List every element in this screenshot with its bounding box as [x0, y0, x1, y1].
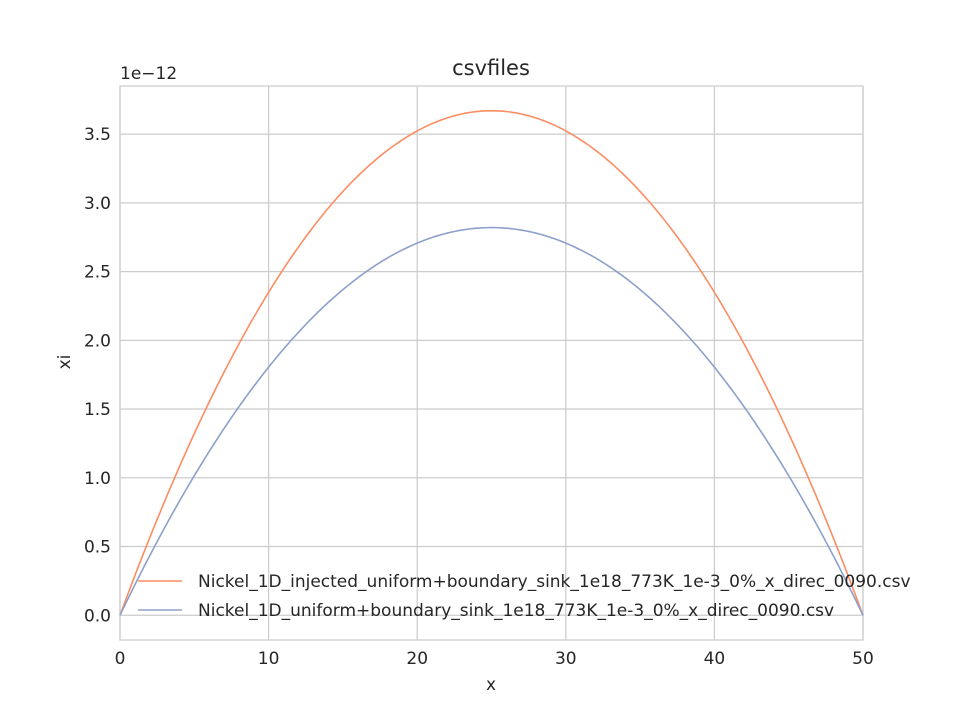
y-tick-label: 2.5	[84, 263, 111, 283]
y-tick-label: 1.0	[84, 469, 111, 489]
y-offset-label: 1e−12	[120, 64, 177, 84]
y-tick-label: 0.0	[84, 606, 111, 626]
grid	[119, 86, 864, 640]
series-line-0	[119, 109, 864, 616]
x-tick-label: 10	[258, 649, 280, 669]
legend-label-1: Nickel_1D_uniform+boundary_sink_1e18_773…	[198, 601, 834, 621]
x-tick-label: 40	[704, 649, 726, 669]
y-tick-label: 0.5	[84, 538, 111, 558]
series-line-1	[119, 226, 864, 616]
chart-title: csvfiles	[452, 56, 530, 80]
y-tick-label: 1.5	[84, 400, 111, 420]
x-tick-label: 20	[406, 649, 428, 669]
legend: Nickel_1D_injected_uniform+boundary_sink…	[138, 572, 911, 621]
x-tick-label: 30	[555, 649, 577, 669]
x-tick-label: 50	[852, 649, 874, 669]
tick-labels: 0 10 20 30 40 50 0.0 0.5 1.0 1.5 2.0 2.5 3.0 3.5	[84, 125, 874, 669]
y-axis-label: xi	[55, 355, 75, 370]
y-tick-label: 3.0	[84, 194, 111, 214]
y-tick-label: 3.5	[84, 125, 111, 145]
x-tick-label: 0	[115, 649, 126, 669]
x-axis-label: x	[486, 675, 496, 695]
legend-label-0: Nickel_1D_injected_uniform+boundary_sink…	[198, 572, 911, 592]
series-lines	[119, 109, 864, 616]
plot-frame	[119, 85, 864, 641]
y-tick-label: 2.0	[84, 331, 111, 351]
